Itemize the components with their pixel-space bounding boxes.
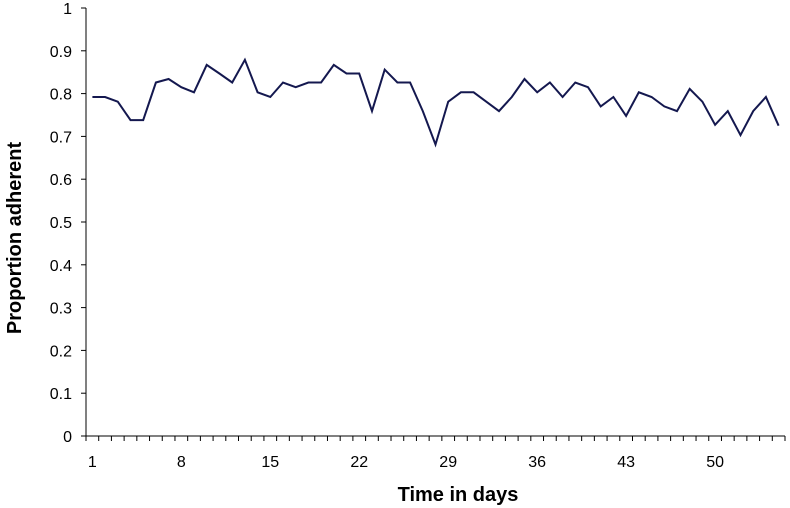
x-tick-label: 22 [350, 454, 368, 471]
y-tick-label: 0.2 [50, 343, 72, 360]
x-tick-label: 15 [261, 454, 279, 471]
y-tick-label: 0.7 [50, 129, 72, 146]
y-tick-label: 0 [63, 429, 72, 446]
x-tick-label: 50 [706, 454, 724, 471]
y-axis-title: Proportion adherent [4, 142, 26, 335]
y-tick-label: 0.4 [50, 258, 72, 275]
x-tick-label: 29 [439, 454, 457, 471]
x-tick-label: 36 [528, 454, 546, 471]
y-tick-label: 0.9 [50, 44, 72, 61]
x-axis-title: Time in days [398, 484, 519, 506]
y-axis: 0 0.1 0.2 0.3 0.4 0.5 0.6 0.7 0.8 0.9 1 [50, 1, 87, 446]
y-tick-label: 1 [63, 1, 72, 18]
y-tick-label: 0.5 [50, 215, 72, 232]
y-ticks: 0 0.1 0.2 0.3 0.4 0.5 0.6 0.7 0.8 0.9 1 [50, 1, 86, 446]
y-tick-label: 0.8 [50, 87, 72, 104]
series-line [92, 57, 780, 148]
x-tick-label: 43 [617, 454, 635, 471]
x-tick-label: 1 [88, 454, 97, 471]
y-tick-label: 0.3 [50, 301, 72, 318]
series-layer [92, 57, 780, 148]
y-tick-label: 0.1 [50, 386, 72, 403]
x-tick-label: 8 [177, 454, 186, 471]
x-ticks: 1 8 15 22 29 36 43 50 [85, 436, 786, 471]
x-axis: 1 8 15 22 29 36 43 50 [85, 435, 786, 471]
y-tick-label: 0.6 [50, 172, 72, 189]
